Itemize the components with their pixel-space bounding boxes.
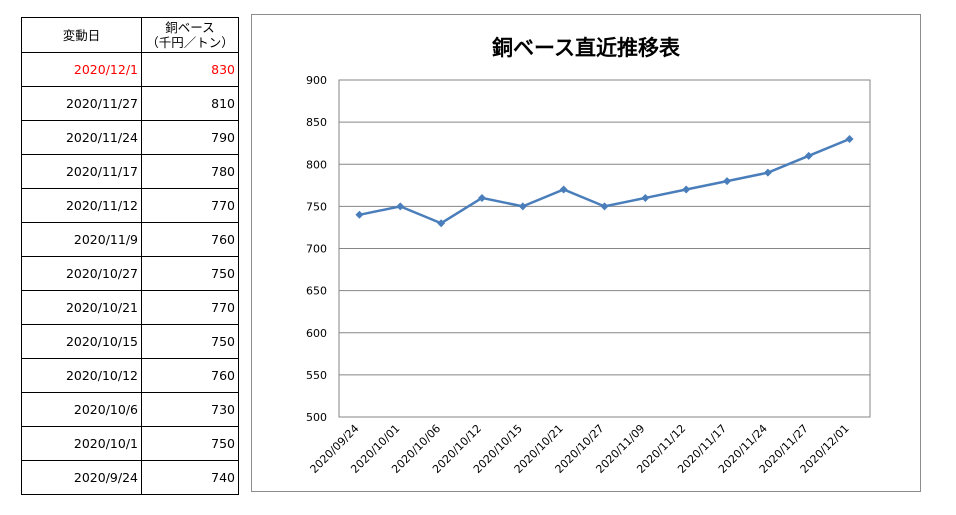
y-tick-label: 600 — [306, 327, 327, 340]
data-point — [682, 185, 691, 194]
header-value: 銅ベース （千円／トン） — [141, 17, 239, 53]
header-value-line1: 銅ベース — [165, 20, 215, 35]
cell-value: 830 — [141, 52, 239, 87]
cell-value: 810 — [141, 86, 239, 121]
table-row: 2020/11/27 810 — [21, 86, 239, 121]
y-tick-label: 650 — [306, 285, 327, 298]
header-date: 変動日 — [21, 17, 142, 53]
cell-value: 750 — [141, 324, 239, 359]
cell-date: 2020/11/9 — [21, 222, 142, 257]
cell-value: 770 — [141, 290, 239, 325]
data-point — [437, 219, 446, 228]
y-tick-label: 800 — [306, 158, 327, 171]
table-row: 2020/10/21 770 — [21, 290, 239, 325]
data-point — [600, 202, 609, 211]
y-tick-label: 750 — [306, 200, 327, 213]
cell-value: 780 — [141, 154, 239, 189]
table-row: 2020/10/6 730 — [21, 392, 239, 427]
y-tick-label: 550 — [306, 369, 327, 382]
data-point — [641, 193, 650, 202]
y-tick-label: 900 — [306, 74, 327, 87]
cell-date: 2020/11/27 — [21, 86, 142, 121]
table-row: 2020/10/15 750 — [21, 324, 239, 359]
cell-date: 2020/10/15 — [21, 324, 142, 359]
y-tick-label: 700 — [306, 243, 327, 256]
data-point — [355, 210, 364, 219]
cell-value: 730 — [141, 392, 239, 427]
cell-date: 2020/9/24 — [21, 460, 142, 495]
cell-value: 740 — [141, 460, 239, 495]
cell-date: 2020/12/1 — [21, 52, 142, 87]
cell-date: 2020/11/17 — [21, 154, 142, 189]
data-point — [845, 134, 854, 143]
cell-value: 760 — [141, 358, 239, 393]
table-row: 2020/9/24 740 — [21, 460, 239, 495]
cell-date: 2020/10/12 — [21, 358, 142, 393]
data-point — [763, 168, 772, 177]
cell-date: 2020/10/27 — [21, 256, 142, 291]
series-line — [359, 137, 851, 225]
cell-value: 770 — [141, 188, 239, 223]
chart-area: 銅ベース直近推移表 500 550 600 650 700 750 800 850 900 20… — [251, 14, 921, 492]
chart-title: 銅ベース直近推移表 — [492, 36, 681, 60]
table-row: 2020/11/17 780 — [21, 154, 239, 189]
y-tick-label: 500 — [306, 411, 327, 424]
table-row: 2020/11/12 770 — [21, 188, 239, 223]
table-header-row: 変動日 銅ベース （千円／トン） — [21, 17, 239, 53]
cell-date: 2020/11/12 — [21, 188, 142, 223]
cell-date: 2020/11/24 — [21, 120, 142, 155]
cell-value: 790 — [141, 120, 239, 155]
data-point — [477, 193, 486, 202]
table-row: 2020/11/24 790 — [21, 120, 239, 155]
table-row: 2020/12/1 830 — [21, 52, 239, 87]
cell-value: 750 — [141, 256, 239, 291]
data-point — [518, 202, 527, 211]
cell-date: 2020/10/21 — [21, 290, 142, 325]
data-point — [559, 185, 568, 194]
y-tick-label: 850 — [306, 116, 327, 129]
table-row: 2020/10/27 750 — [21, 256, 239, 291]
data-point — [723, 177, 732, 186]
data-point — [396, 202, 405, 211]
cell-date: 2020/10/6 — [21, 392, 142, 427]
data-point — [804, 151, 813, 160]
cell-value: 760 — [141, 222, 239, 257]
cell-value: 750 — [141, 426, 239, 461]
table-row: 2020/10/1 750 — [21, 426, 239, 461]
table-row: 2020/10/12 760 — [21, 358, 239, 393]
price-table: 変動日 銅ベース （千円／トン） 2020/12/1 830 2020/11/27 8… — [21, 17, 239, 495]
table-row: 2020/11/9 760 — [21, 222, 239, 257]
header-value-line2: （千円／トン） — [146, 35, 234, 50]
cell-date: 2020/10/1 — [21, 426, 142, 461]
